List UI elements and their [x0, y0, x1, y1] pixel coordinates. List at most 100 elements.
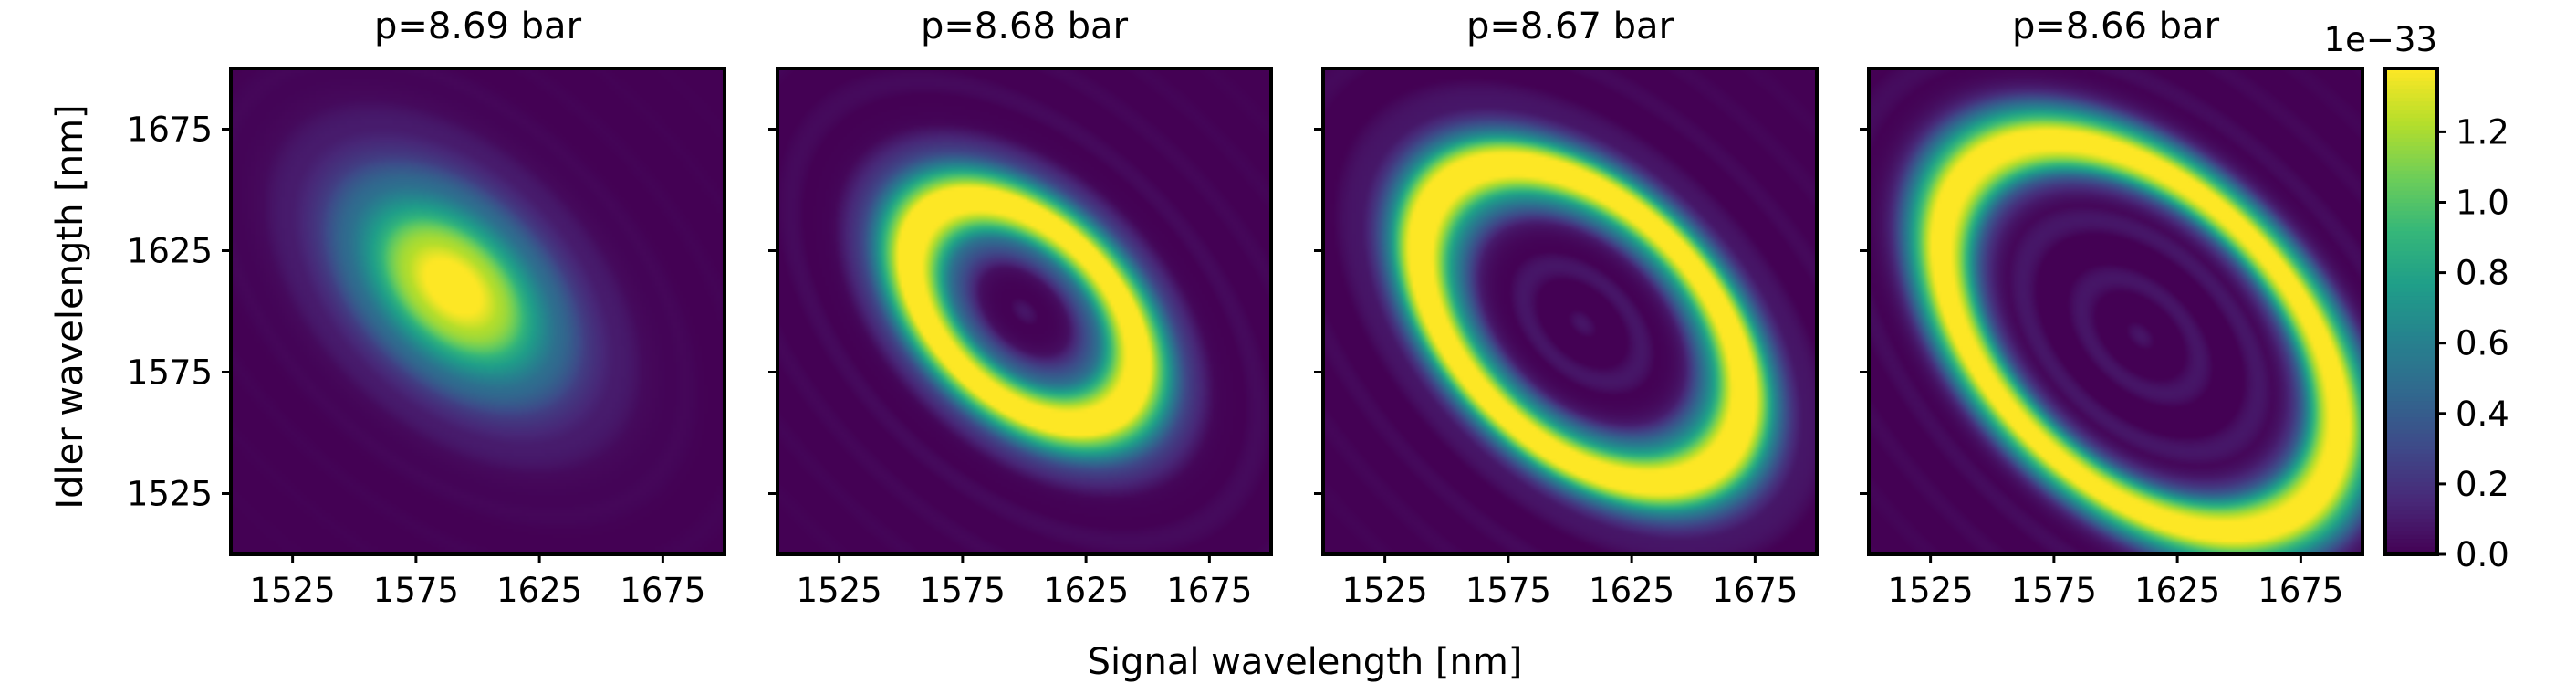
heatmap-image	[777, 68, 1271, 554]
x-tick-label: 1675	[1166, 571, 1252, 610]
colorbar-segment	[2385, 542, 2437, 547]
colorbar-segment	[2385, 197, 2437, 204]
colorbar-segment	[2385, 315, 2437, 321]
colorbar-segment	[2385, 97, 2437, 102]
colorbar-segment	[2385, 445, 2437, 450]
colorbar-segment	[2385, 360, 2437, 365]
panel-title: p=8.66 bar	[2012, 5, 2220, 47]
colorbar-segment	[2385, 501, 2437, 507]
colorbar-segment	[2385, 254, 2437, 260]
x-tick-label: 1625	[1043, 571, 1129, 610]
colorbar-segment	[2385, 477, 2437, 482]
colorbar-segment	[2385, 174, 2437, 179]
colorbar-segment	[2385, 190, 2437, 195]
colorbar-tick-label: 0.0	[2456, 535, 2509, 574]
axes-frame	[229, 67, 726, 556]
colorbar-segment	[2385, 303, 2437, 309]
colorbar-segment	[2385, 165, 2437, 171]
colorbar-tick-label: 1.0	[2456, 183, 2509, 222]
colorbar-segment	[2385, 497, 2437, 503]
colorbar-segment	[2385, 404, 2437, 410]
colorbar-segment	[2385, 505, 2437, 511]
colorbar-segment	[2385, 153, 2437, 159]
colorbar-segment	[2385, 433, 2437, 438]
panel-3: p=8.67 bar 1525 1575 1625 1675	[1314, 5, 1819, 610]
colorbar-segment	[2385, 420, 2437, 426]
colorbar-segment	[2385, 89, 2437, 94]
colorbar-segment	[2385, 132, 2437, 139]
colorbar-segment	[2385, 242, 2437, 247]
colorbar-segment	[2385, 222, 2437, 227]
x-axis-label: Signal wavelength [nm]	[1088, 641, 1523, 683]
panel-2: p=8.68 bar 1525 1575 1625 1675	[768, 5, 1273, 610]
colorbar-segment	[2385, 80, 2437, 86]
colorbar-segment	[2385, 436, 2437, 442]
colorbar-segment	[2385, 104, 2437, 110]
colorbar-segment	[2385, 72, 2437, 78]
colorbar-segment	[2385, 125, 2437, 131]
axes-frame	[776, 67, 1273, 556]
colorbar-segment	[2385, 307, 2437, 312]
colorbar-segment	[2385, 141, 2437, 147]
colorbar-segment	[2385, 250, 2437, 256]
y-tick-label: 1525	[127, 475, 213, 514]
colorbar-segment	[2385, 493, 2437, 499]
colorbar-segment	[2385, 465, 2437, 470]
colorbar-segment	[2385, 226, 2437, 232]
colorbar-segment	[2385, 375, 2437, 382]
colorbar-segment	[2385, 368, 2437, 373]
colorbar-segment	[2385, 262, 2437, 268]
colorbar-segment	[2385, 238, 2437, 244]
colorbar-segment	[2385, 137, 2437, 142]
colorbar-segment	[2385, 230, 2437, 236]
x-tick-label: 1525	[250, 571, 336, 610]
colorbar-segment	[2385, 117, 2437, 122]
colorbar-segment	[2385, 372, 2437, 377]
x-tick-label: 1525	[1888, 571, 1974, 610]
panel-title: p=8.68 bar	[921, 5, 1129, 47]
colorbar-segment	[2385, 416, 2437, 422]
colorbar-segment	[2385, 290, 2437, 297]
colorbar-segment	[2385, 279, 2437, 284]
colorbar-segment	[2385, 267, 2437, 272]
colorbar-segment	[2385, 347, 2437, 353]
colorbar-segment	[2385, 392, 2437, 397]
colorbar-segment	[2385, 157, 2437, 163]
colorbar-segment	[2385, 521, 2437, 527]
colorbar-segment	[2385, 425, 2437, 430]
colorbar-segment	[2385, 518, 2437, 523]
heatmap-image	[1323, 68, 1817, 554]
colorbar-segment	[2385, 513, 2437, 519]
colorbar-segment	[2385, 473, 2437, 478]
x-tick-label: 1675	[620, 571, 705, 610]
colorbar: 0.0 0.2 0.4 0.6 0.8 1.0 1.2 1e−33	[2324, 20, 2509, 574]
x-tick-label: 1575	[1465, 571, 1551, 610]
colorbar-segment	[2385, 234, 2437, 239]
colorbar-segment	[2385, 161, 2437, 167]
colorbar-segment	[2385, 205, 2437, 211]
colorbar-segment	[2385, 363, 2437, 369]
colorbar-tick-label: 1.2	[2456, 112, 2509, 152]
colorbar-tick-label: 0.2	[2456, 465, 2509, 504]
colorbar-frame	[2383, 67, 2439, 556]
colorbar-segment	[2385, 247, 2437, 252]
colorbar-segment	[2385, 68, 2437, 74]
x-tick-label: 1625	[496, 571, 582, 610]
axes-frame	[1321, 67, 1819, 556]
colorbar-segment	[2385, 453, 2437, 458]
colorbar-segment	[2385, 84, 2437, 89]
colorbar-segment	[2385, 169, 2437, 175]
colorbar-segment	[2385, 258, 2437, 264]
colorbar-segment	[2385, 468, 2437, 475]
colorbar-segment	[2385, 270, 2437, 276]
colorbar-segment	[2385, 335, 2437, 341]
colorbar-tick-label: 0.6	[2456, 324, 2509, 363]
x-tick-label: 1625	[1589, 571, 1674, 610]
colorbar-segment	[2385, 440, 2437, 447]
colorbar-segment	[2385, 287, 2437, 292]
colorbar-segment	[2385, 129, 2437, 134]
colorbar-tick-label: 0.4	[2456, 394, 2509, 434]
heatmap-image	[1869, 68, 2362, 554]
colorbar-segment	[2385, 384, 2437, 390]
